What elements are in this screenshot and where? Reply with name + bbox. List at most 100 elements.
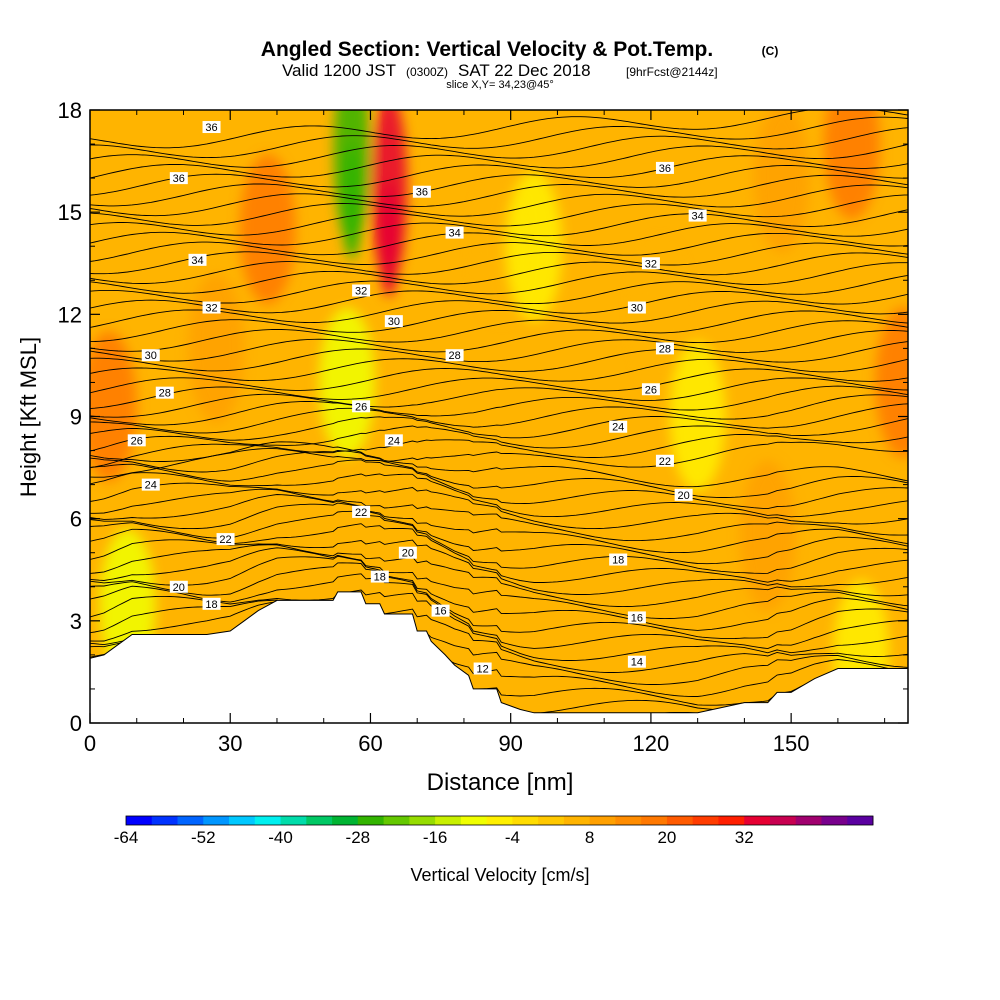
y-axis-label: Height [Kft MSL] [16, 337, 41, 497]
colorbar-tick-label: -40 [268, 828, 293, 847]
colorbar-tick-label: -28 [346, 828, 371, 847]
isentrope-line-52 [90, 116, 908, 159]
isentrope-label-text: 34 [692, 211, 704, 223]
isentrope-label-21: 24 [609, 420, 628, 434]
isentrope-label-text: 30 [388, 316, 400, 328]
isentrope-label-text: 16 [631, 612, 643, 624]
isentrope-label-text: 18 [205, 599, 217, 611]
y-tick-label: 3 [70, 609, 82, 634]
isentrope-label-text: 18 [612, 555, 624, 567]
isentrope-label-text: 24 [388, 435, 400, 447]
isentrope-line-47 [90, 174, 908, 217]
isentrope-label-6: 34 [688, 209, 707, 223]
isentrope-label-text: 12 [477, 664, 489, 676]
y-tick-label: 9 [70, 405, 82, 430]
velocity-downdraft-11 [319, 307, 376, 458]
colorbar-swatch [254, 816, 281, 825]
isentrope-label-text: 16 [434, 606, 446, 618]
colorbar-tick-label: -16 [423, 828, 448, 847]
colorbar-swatch [589, 816, 616, 825]
velocity-updraft-8 [632, 239, 689, 390]
isentrope-line-8 [90, 562, 908, 640]
isentrope-line-29 [90, 377, 908, 418]
isentrope-label-19: 24 [141, 478, 160, 492]
isentrope-line-4 [90, 601, 908, 685]
colorbar-label: Vertical Velocity [cm/s] [410, 865, 589, 885]
isentrope-label-text: 34 [191, 255, 203, 267]
isentrope-label-13: 28 [155, 386, 174, 400]
x-tick-label: 150 [773, 731, 810, 756]
velocity-updraft-6 [188, 273, 245, 424]
isentrope-labels: 36 36 36 36 34 34 34 32 32 32 30 30 30 28 28 28 26 26 26 24… [127, 121, 707, 676]
colorbar-swatch [692, 816, 719, 825]
isentrope-line-33 [90, 330, 908, 372]
y-tick-label: 18 [58, 98, 82, 123]
isentrope-line-26 [90, 403, 908, 441]
isentrope-label-text: 32 [205, 303, 217, 315]
isentrope-label-20: 24 [384, 434, 403, 447]
isentrope-label-30: 18 [609, 553, 628, 567]
isentrope-line-28 [90, 385, 908, 426]
isentrope-line-30 [90, 368, 908, 410]
colorbar [125, 815, 874, 826]
colorbar-swatch [280, 816, 307, 825]
x-tick-label: 90 [498, 731, 522, 756]
valid-time-line: Valid 1200 JST (0300Z) SAT 22 Dec 2018 [… [282, 61, 718, 80]
isentrope-label-text: 14 [631, 657, 643, 669]
isentrope-label-text: 28 [448, 350, 460, 362]
slice-info: slice X,Y= 34,23@45° [446, 79, 554, 91]
isentrope-label-31: 16 [431, 604, 450, 618]
isentrope-label-text: 24 [612, 422, 624, 434]
isentrope-label-17: 26 [352, 400, 371, 413]
plot-area: 36 36 36 36 34 34 34 32 32 32 30 30 30 28 28 28 26 26 26 24… [90, 110, 908, 723]
isentrope-label-34: 12 [473, 662, 492, 676]
colorbar-swatch [229, 816, 256, 825]
colorbar-tick-label: 8 [585, 828, 594, 847]
isentrope-label-text: 30 [145, 350, 157, 362]
velocity-updraft-5 [753, 110, 810, 254]
valid-date: SAT 22 Dec 2018 [458, 61, 591, 80]
isentrope-label-text: 32 [355, 285, 367, 297]
forecast-info: [9hrFcst@2144z] [626, 65, 718, 79]
isentrope-line-44 [90, 209, 908, 246]
isentrope-label-1: 36 [169, 172, 188, 185]
isentrope-line-49 [90, 155, 908, 196]
isentrope-label-15: 28 [655, 342, 674, 355]
isentrope-label-22: 22 [216, 533, 235, 546]
colorbar-swatch [538, 816, 565, 825]
colorbar-swatch [126, 816, 153, 825]
isentrope-line-46 [90, 184, 908, 226]
colorbar-swatch [615, 816, 642, 825]
velocity-updraft-4 [823, 110, 880, 220]
isentrope-line-7 [90, 573, 908, 650]
isentrope-label-text: 20 [173, 582, 185, 594]
isentrope-label-text: 26 [131, 435, 143, 447]
isentrope-line-34 [90, 320, 908, 362]
isentrope-label-text: 20 [402, 548, 414, 560]
isentrope-label-8: 32 [352, 284, 371, 297]
isentrope-line-50 [90, 143, 908, 179]
colorbar-tick-label: -52 [191, 828, 216, 847]
isentrope-line-41 [90, 242, 908, 284]
isentrope-label-7: 32 [202, 301, 221, 315]
isentrope-line-32 [90, 341, 908, 382]
isentrope-label-29: 18 [370, 570, 389, 584]
chart-title-unit: (C) [762, 44, 779, 58]
colorbar-swatch [563, 816, 591, 825]
isentrope-line-16 [90, 494, 908, 554]
isentrope-label-text: 24 [145, 480, 157, 492]
isentrope-line-53 [90, 110, 908, 149]
isentrope-line-5 [90, 599, 908, 673]
y-tick-label: 6 [70, 507, 82, 532]
colorbar-swatch [486, 816, 513, 825]
isentrope-line-17 [90, 488, 908, 542]
y-tick-label: 15 [58, 200, 82, 225]
isentrope-label-12: 30 [627, 301, 646, 315]
isentrope-label-text: 22 [219, 534, 231, 546]
isentrope-line-35 [90, 310, 908, 352]
isentrope-line-9 [90, 555, 908, 631]
isentrope-label-text: 22 [355, 507, 367, 519]
colorbar-swatch [409, 816, 436, 825]
isentrope-label-4: 34 [188, 253, 207, 267]
